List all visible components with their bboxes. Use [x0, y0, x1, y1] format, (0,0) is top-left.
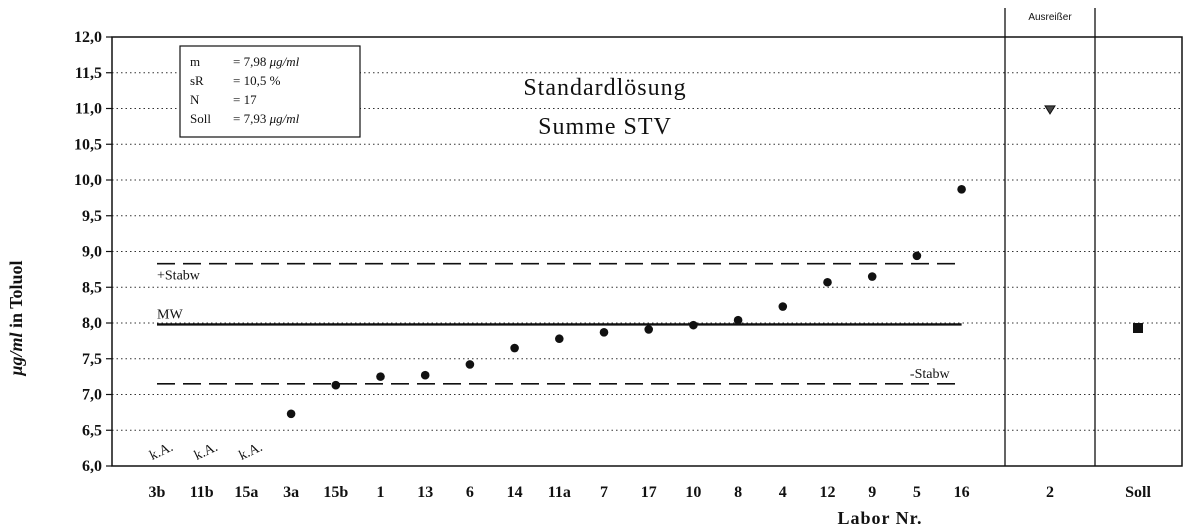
x-tick-label: 14 [507, 484, 523, 501]
target-point [1133, 323, 1143, 334]
stats-key: m [190, 54, 200, 69]
y-tick-label: 9,0 [82, 244, 102, 261]
x-tick-label: 5 [913, 484, 921, 501]
data-point [555, 334, 564, 344]
y-axis-label: μg/ml in Toluol [6, 260, 26, 376]
stats-number: = 7,93 [233, 111, 270, 126]
chart-subtitle: Summe STV [538, 114, 672, 140]
data-point [823, 277, 832, 287]
x-tick-label: 11a [548, 484, 571, 501]
grid-lines [112, 72, 1182, 431]
data-point [689, 320, 698, 330]
stats-key: Soll [190, 111, 211, 126]
x-tick-label: 3b [149, 484, 166, 501]
x-tick-label: 11b [190, 484, 214, 501]
stats-unit: μg/ml [269, 54, 300, 69]
y-axis-label-unit: μg/ml [6, 333, 26, 377]
data-point [778, 302, 788, 311]
missing-value-label: k.A. [192, 440, 220, 464]
x-axis-ticks: 3b 11b 15a 3a 15b 1 13 6 14 11a 7 17 10 8 4 12 9 5 16 2 Soll [149, 484, 1152, 501]
y-axis-ticks: 6,0 6,5 7,0 7,5 8,0 8,5 9,0 9,5 10,0 10,5 11,0 11,5… [74, 29, 112, 475]
outlier-panel-header: Ausreißer [1028, 12, 1072, 23]
x-tick-label: 17 [641, 484, 657, 501]
x-tick-label-soll: Soll [1125, 484, 1151, 501]
y-tick-label: 11,0 [75, 101, 102, 118]
x-tick-label: 6 [466, 484, 474, 501]
y-tick-label: 10,0 [74, 172, 102, 189]
stats-value: = 10,5 % [233, 73, 281, 88]
stats-value: = 7,93 μg/ml [233, 111, 300, 126]
stats-box: m = 7,98 μg/ml sR = 10,5 % N = 17 Soll = 7,93 μ… [179, 45, 361, 138]
stats-number: = 10,5 % [233, 73, 281, 88]
stats-value: = 17 [233, 92, 257, 107]
y-tick-label: 10,5 [74, 136, 102, 153]
outlier-point [1044, 105, 1056, 115]
y-tick-label: 7,5 [82, 351, 102, 368]
x-tick-label: 10 [685, 484, 701, 501]
reference-line-label: +Stabw [157, 269, 201, 284]
y-tick-label: 11,5 [75, 65, 102, 82]
stats-key: sR [190, 73, 204, 88]
reference-line-label: -Stabw [910, 367, 951, 382]
x-axis-label: Labor Nr. [837, 508, 922, 528]
x-tick-label: 12 [820, 484, 836, 501]
data-point [465, 360, 475, 369]
chart-title: Standardlösung [523, 75, 686, 101]
data-point [599, 327, 609, 337]
data-point [286, 409, 296, 419]
x-tick-label: 3a [283, 484, 299, 501]
y-axis-label-text: in Toluol [6, 260, 26, 332]
data-point [867, 272, 877, 281]
reference-line-label: MW [157, 307, 183, 322]
data-point [420, 370, 430, 380]
x-tick-label-outlier: 2 [1046, 484, 1054, 501]
data-point [510, 343, 519, 353]
stats-number: = 17 [233, 92, 257, 107]
stats-unit: μg/ml [269, 111, 300, 126]
x-tick-label: 9 [868, 484, 876, 501]
missing-value-label: k.A. [147, 440, 175, 464]
y-tick-label: 6,0 [82, 458, 102, 475]
stats-key: N [190, 92, 200, 107]
data-points: k.A. k.A. k.A. [147, 105, 1143, 464]
data-point [912, 251, 922, 261]
x-tick-label: 4 [779, 484, 787, 501]
x-tick-label: 15a [234, 484, 258, 501]
data-point [957, 184, 966, 194]
reference-lines: +Stabw MW -Stabw [157, 262, 962, 385]
y-tick-label: 8,0 [82, 315, 102, 332]
stats-number: = 7,98 [233, 54, 270, 69]
x-tick-label: 7 [600, 484, 608, 501]
y-tick-label: 12,0 [74, 29, 102, 46]
x-tick-label: 1 [377, 484, 385, 501]
x-tick-label: 15b [323, 484, 348, 501]
y-tick-label: 6,5 [82, 422, 102, 439]
y-tick-label: 9,5 [82, 208, 102, 225]
x-tick-label: 13 [417, 484, 433, 501]
data-point [331, 380, 341, 390]
stats-value: = 7,98 μg/ml [233, 54, 300, 69]
data-point [376, 372, 385, 381]
y-tick-label: 8,5 [82, 279, 102, 296]
data-point [644, 325, 653, 334]
data-point [733, 315, 743, 325]
x-tick-label: 16 [954, 484, 970, 501]
x-tick-label: 8 [734, 484, 742, 501]
y-tick-label: 7,0 [82, 387, 102, 404]
missing-value-label: k.A. [237, 440, 265, 464]
